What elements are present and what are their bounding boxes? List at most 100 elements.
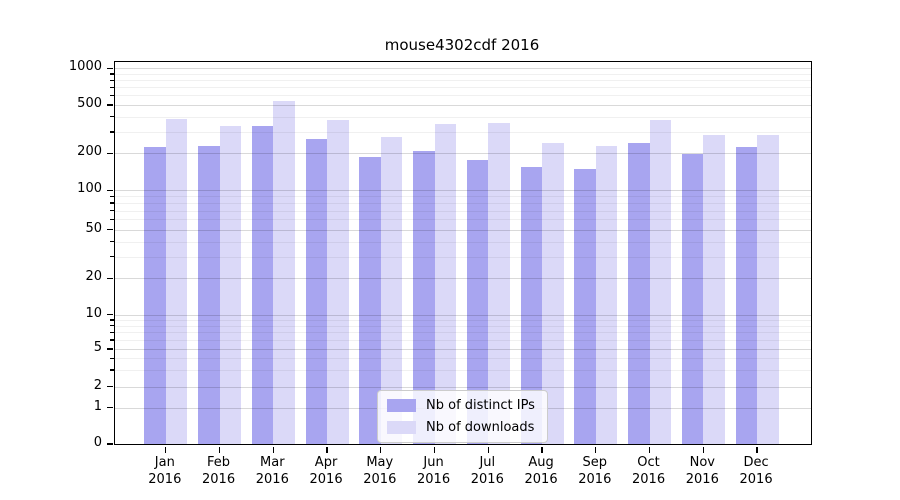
bar-downloads [757,134,779,444]
x-tick-label: Feb 2016 [192,454,246,488]
bar-distinct-ips [413,150,435,444]
minor-gridline [115,87,811,89]
x-label-year: 2016 [632,472,666,487]
bar-downloads [219,126,242,444]
y-minor-tick [110,210,114,212]
bar-downloads [434,123,457,444]
x-label-year: 2016 [470,472,504,487]
y-tick [107,314,113,316]
bar-downloads [649,119,672,444]
bar-distinct-ips [198,145,220,444]
x-label-year: 2016 [309,472,343,487]
x-tick [165,447,167,453]
bar-distinct-ips [305,138,328,444]
y-tick-label: 100 [77,181,102,197]
bar-distinct-ips [628,143,650,444]
y-tick-label: 2 [93,377,102,393]
x-label-month: Jan [154,455,175,470]
x-tick-label: Dec 2016 [729,454,783,488]
x-label-year: 2016 [255,472,289,487]
minor-gridline [115,116,811,118]
x-tick-label: Jan 2016 [138,454,192,488]
bar-downloads [380,137,403,444]
x-tick [487,447,489,453]
x-label-year: 2016 [739,472,773,487]
y-minor-tick [110,339,114,341]
x-label-year: 2016 [202,472,236,487]
x-tick-label: Jun 2016 [407,454,461,488]
y-tick-label: 1000 [68,59,102,75]
bar-distinct-ips [681,154,704,444]
x-tick-label: Aug 2016 [514,454,568,488]
x-tick [702,447,704,453]
y-minor-tick [110,202,114,204]
y-minor-tick [110,79,114,81]
bar-downloads [165,118,188,444]
y-tick-label: 10 [85,305,102,321]
bar-distinct-ips [359,156,381,444]
legend-item-downloads: Nb of downloads [387,420,535,435]
x-label-month: Nov [689,455,715,470]
y-minor-tick [110,331,114,333]
y-tick [107,385,113,388]
x-label-month: Dec [743,455,769,470]
x-tick [380,447,382,453]
y-tick [107,67,113,69]
y-minor-tick [110,195,114,197]
x-tick [595,447,597,453]
bar-downloads [488,122,510,444]
major-gridline [115,68,811,70]
minor-gridline [115,95,811,97]
y-tick-label: 200 [77,144,102,160]
x-tick-label: Oct 2016 [622,454,676,488]
minor-gridline [115,73,811,75]
bar-downloads [542,142,564,444]
x-tick [541,447,543,453]
y-tick-label: 0 [93,435,102,450]
y-tick [107,152,113,154]
minor-gridline [115,80,811,82]
x-label-year: 2016 [578,472,612,487]
y-minor-tick [110,218,114,221]
bar-distinct-ips [735,147,758,444]
y-minor-tick [110,369,114,371]
x-label-month: Feb [207,455,231,470]
bar-distinct-ips [251,125,274,444]
major-gridline [115,104,811,106]
bar-downloads [273,100,295,444]
x-label-year: 2016 [363,472,397,487]
y-minor-tick [110,73,114,75]
y-minor-tick [110,94,114,96]
legend: Nb of distinct IPs Nb of downloads [377,390,548,443]
x-label-month: Sep [582,455,608,470]
x-label-month: Apr [314,455,338,470]
x-label-year: 2016 [685,472,719,487]
x-tick [648,447,651,453]
x-tick-label: May 2016 [353,454,407,488]
y-tick-label: 5 [93,339,102,355]
y-minor-tick [110,116,114,118]
bar-downloads [595,145,618,444]
x-tick-label: Mar 2016 [245,454,299,488]
plot-area: Nb of distinct IPs Nb of downloads [107,61,812,453]
x-tick-label: Jul 2016 [460,454,514,488]
bar-distinct-ips [520,167,543,444]
legend-label-downloads: Nb of downloads [426,420,535,435]
x-tick [433,447,436,453]
x-label-month: May [366,455,394,470]
x-tick [326,447,328,453]
y-tick-label: 1 [93,398,102,414]
y-tick [107,407,113,409]
x-tick [272,447,274,453]
y-tick [107,189,113,191]
y-minor-tick [110,256,114,258]
y-minor-tick [110,319,114,321]
y-minor-tick [110,325,114,327]
x-label-month: Oct [637,455,660,470]
x-label-month: Jun [423,455,444,470]
bar-downloads [327,120,349,444]
legend-swatch-downloads [387,421,416,434]
y-tick [107,348,113,350]
bar-downloads [703,134,725,444]
